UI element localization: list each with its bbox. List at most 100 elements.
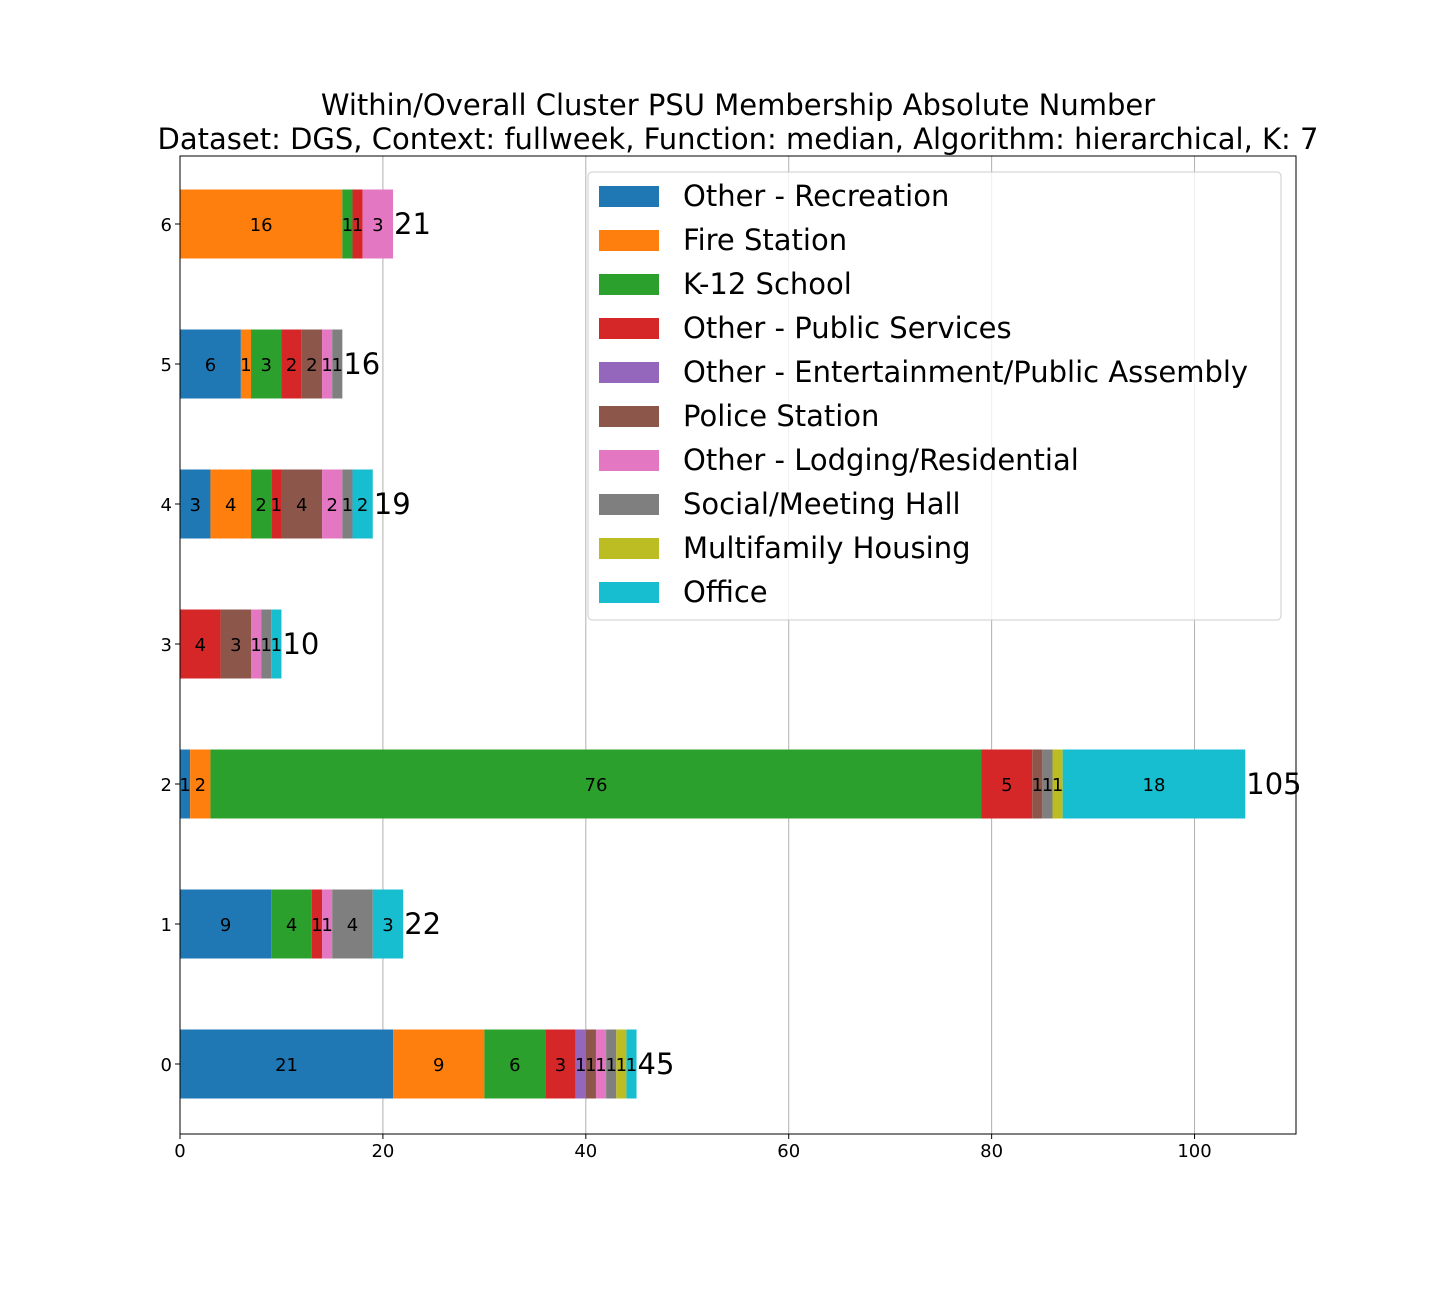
bar-segment	[271, 469, 282, 539]
bar-segment	[1032, 749, 1043, 819]
bar-segment	[1042, 749, 1053, 819]
bar-segment-label: 4	[347, 915, 358, 936]
bar-segment	[271, 609, 282, 679]
bar-segment	[180, 1029, 394, 1099]
bar-segment	[210, 469, 252, 539]
bar-segment-label: 6	[509, 1055, 520, 1076]
bar-segment-label: 1	[311, 915, 322, 936]
legend-swatch	[599, 274, 659, 295]
bar-total-label: 22	[404, 907, 441, 941]
x-tick-label: 0	[174, 1141, 185, 1162]
bar-segment-label: 1	[1042, 775, 1053, 796]
bar-segment	[342, 189, 353, 259]
bar-segment-label: 1	[321, 915, 332, 936]
y-axis: 0 1 2 3 4 5 6	[161, 215, 180, 1076]
bar-segment	[180, 749, 191, 819]
bar-segment	[311, 889, 323, 959]
bar-segment	[180, 889, 272, 959]
x-axis: 0 20 40 60 80 100	[174, 1134, 1212, 1162]
bar-segment-label: 1	[352, 215, 363, 236]
bar-segment-label: 4	[195, 635, 206, 656]
legend-swatch	[599, 450, 659, 471]
bar-segment-label: 1	[321, 355, 332, 376]
plot-frame	[179, 155, 1297, 1135]
bar-segment-label: 2	[306, 355, 317, 376]
bar-segment-label: 76	[585, 775, 608, 796]
bar-segment-label: 1	[585, 1055, 596, 1076]
legend-label: Social/Meeting Hall	[683, 487, 961, 521]
legend-label: Office	[683, 575, 768, 609]
bar-segment	[352, 189, 363, 259]
bar-total-label: 19	[374, 487, 411, 521]
bar-total-label: 16	[343, 347, 380, 381]
bar-segment-label: 18	[1143, 775, 1166, 796]
bar-segment	[1062, 749, 1246, 819]
bar-segment-label: 2	[195, 775, 206, 796]
bar-total-label: 45	[638, 1047, 675, 1081]
bar-segment	[251, 609, 262, 679]
y-tick-label: 1	[161, 915, 172, 936]
bar-segment-label: 3	[382, 915, 393, 936]
bar-segment	[1052, 749, 1063, 819]
bar-segment	[575, 1029, 586, 1099]
bar-segment-label: 1	[342, 215, 353, 236]
bar-segment	[616, 1029, 627, 1099]
bar-segment-label: 1	[179, 775, 190, 796]
bar-segment-label: 1	[575, 1055, 586, 1076]
bar-segment-label: 4	[296, 495, 307, 516]
bar-segment-label: 16	[250, 215, 273, 236]
bar-segment-label: 3	[555, 1055, 566, 1076]
bar-segment-label: 21	[275, 1055, 298, 1076]
bar-segment	[606, 1029, 617, 1099]
bar-segment-label: 1	[626, 1055, 637, 1076]
bar-segment	[322, 469, 343, 539]
bar-segment	[301, 329, 323, 399]
bar-segment	[585, 1029, 596, 1099]
bar-segment	[981, 749, 1033, 819]
legend-swatch	[599, 406, 659, 427]
bar-segment-label: 3	[261, 355, 272, 376]
y-tick-label: 0	[161, 1055, 172, 1076]
legend-label: Fire Station	[683, 223, 847, 257]
bar-total-label: 105	[1246, 767, 1301, 801]
legend: Other - Recreation Fire Station K-12 Schoo…	[587, 171, 1282, 621]
bar-segment-label: 3	[230, 635, 241, 656]
bar-segment	[180, 189, 343, 259]
legend-label: Other - Lodging/Residential	[683, 443, 1079, 477]
x-tick-label: 60	[777, 1141, 800, 1162]
x-tick-label: 100	[1177, 1141, 1211, 1162]
y-tick-label: 4	[161, 495, 172, 516]
bar-segment	[240, 329, 252, 399]
bar-segment	[220, 609, 252, 679]
chart-title: Within/Overall Cluster PSU Membership Ab…	[321, 88, 1155, 122]
bar-total-label: 10	[282, 627, 319, 661]
x-tick-label: 80	[980, 1141, 1003, 1162]
bar-segment	[372, 889, 404, 959]
bar-segment-label: 9	[220, 915, 231, 936]
bar-segment	[322, 329, 333, 399]
bar-segment	[210, 749, 982, 819]
legend-swatch	[599, 230, 659, 251]
bar-segment-label: 1	[261, 635, 272, 656]
bar-segment	[322, 889, 333, 959]
bar-segment-label: 2	[357, 495, 368, 516]
bar-segment	[281, 469, 323, 539]
y-tick-label: 2	[161, 775, 172, 796]
legend-swatch	[599, 362, 659, 383]
bar-segment-label: 1	[1032, 775, 1043, 796]
legend-swatch	[599, 318, 659, 339]
bar-segment	[261, 609, 272, 679]
bar-segment-label: 1	[271, 635, 282, 656]
bar-segment	[626, 1029, 637, 1099]
bar-segment-label: 1	[332, 355, 343, 376]
bar-segment-label: 1	[1052, 775, 1063, 796]
bar-segment	[180, 609, 221, 679]
bar-segment-label: 2	[255, 495, 266, 516]
bar-segment	[251, 329, 282, 399]
legend-label: Police Station	[683, 399, 879, 433]
bar-segment	[332, 329, 343, 399]
bar-segment	[332, 889, 373, 959]
bar-segment-label: 2	[286, 355, 297, 376]
